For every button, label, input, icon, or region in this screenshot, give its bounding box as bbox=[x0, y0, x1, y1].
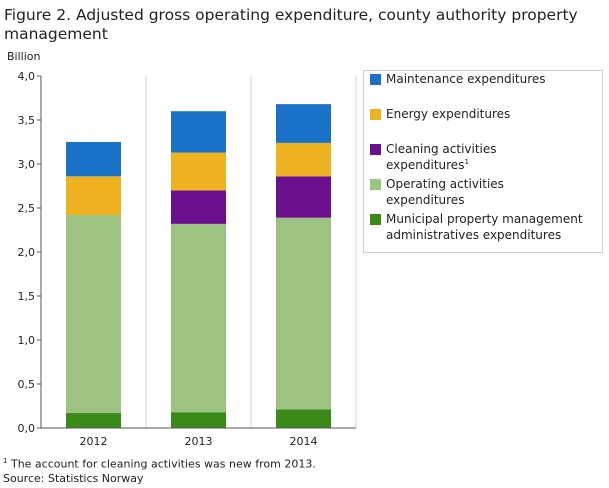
y-axis-label: Billion bbox=[7, 50, 41, 63]
footnote-text: The account for cleaning activities was … bbox=[10, 457, 316, 471]
legend-swatch bbox=[370, 144, 381, 155]
bar-segment bbox=[171, 190, 226, 224]
legend: Maintenance expenditures Energy expenditu… bbox=[363, 70, 603, 253]
y-tick-label: 4,0 bbox=[18, 70, 36, 83]
legend-label: administratives expenditures bbox=[386, 228, 561, 242]
bar-segment bbox=[171, 111, 226, 153]
bar-segment bbox=[276, 142, 331, 177]
legend-swatch bbox=[370, 74, 381, 85]
bar-segment bbox=[171, 223, 226, 413]
legend-label: Maintenance expenditures bbox=[386, 72, 546, 86]
x-tick-label: 2012 bbox=[80, 435, 108, 448]
legend-label: expenditures1 bbox=[386, 158, 469, 172]
bars bbox=[66, 104, 331, 428]
bar-segment bbox=[66, 413, 121, 428]
bar-segment bbox=[276, 176, 331, 218]
bar-segment bbox=[276, 104, 331, 143]
legend-label: Operating activities bbox=[386, 177, 504, 191]
legend-superscript: 1 bbox=[464, 158, 468, 166]
bar-segment bbox=[276, 217, 331, 410]
legend-swatch bbox=[370, 214, 381, 225]
bar-segment bbox=[171, 152, 226, 191]
x-tick-label: 2013 bbox=[185, 435, 213, 448]
footnote: 1 The account for cleaning activities wa… bbox=[3, 457, 316, 471]
y-tick-label: 0,0 bbox=[18, 422, 36, 435]
bar-segment bbox=[66, 215, 121, 414]
legend-swatch bbox=[370, 109, 381, 120]
bar-segment bbox=[276, 409, 331, 428]
legend-label: expenditures bbox=[386, 193, 464, 207]
chart-title: Figure 2. Adjusted gross operating expen… bbox=[4, 6, 578, 43]
x-tick-label: 2014 bbox=[290, 435, 318, 448]
legend-label: Energy expenditures bbox=[386, 107, 510, 121]
legend-label: Municipal property management bbox=[386, 212, 583, 226]
y-tick-label: 0,5 bbox=[18, 378, 36, 391]
y-tick-label: 3,5 bbox=[18, 114, 36, 127]
footnote-marker: 1 bbox=[3, 457, 8, 465]
bar-segment bbox=[66, 142, 121, 177]
y-tick-label: 1,5 bbox=[18, 290, 36, 303]
legend-box bbox=[363, 70, 603, 253]
bar-segment bbox=[171, 412, 226, 428]
legend-swatch bbox=[370, 179, 381, 190]
y-tick-label: 2,5 bbox=[18, 202, 36, 215]
y-tick-label: 3,0 bbox=[18, 158, 36, 171]
y-tick-label: 2,0 bbox=[18, 246, 36, 259]
axes: 0,0 0,5 1,0 1,5 2,0 2,5 3,0 3,5 4,0 2012 2013 2014 bbox=[18, 70, 356, 448]
y-tick-label: 1,0 bbox=[18, 334, 36, 347]
source-note: Source: Statistics Norway bbox=[3, 472, 144, 485]
legend-label: Cleaning activities bbox=[386, 142, 497, 156]
bar-segment bbox=[66, 176, 121, 216]
